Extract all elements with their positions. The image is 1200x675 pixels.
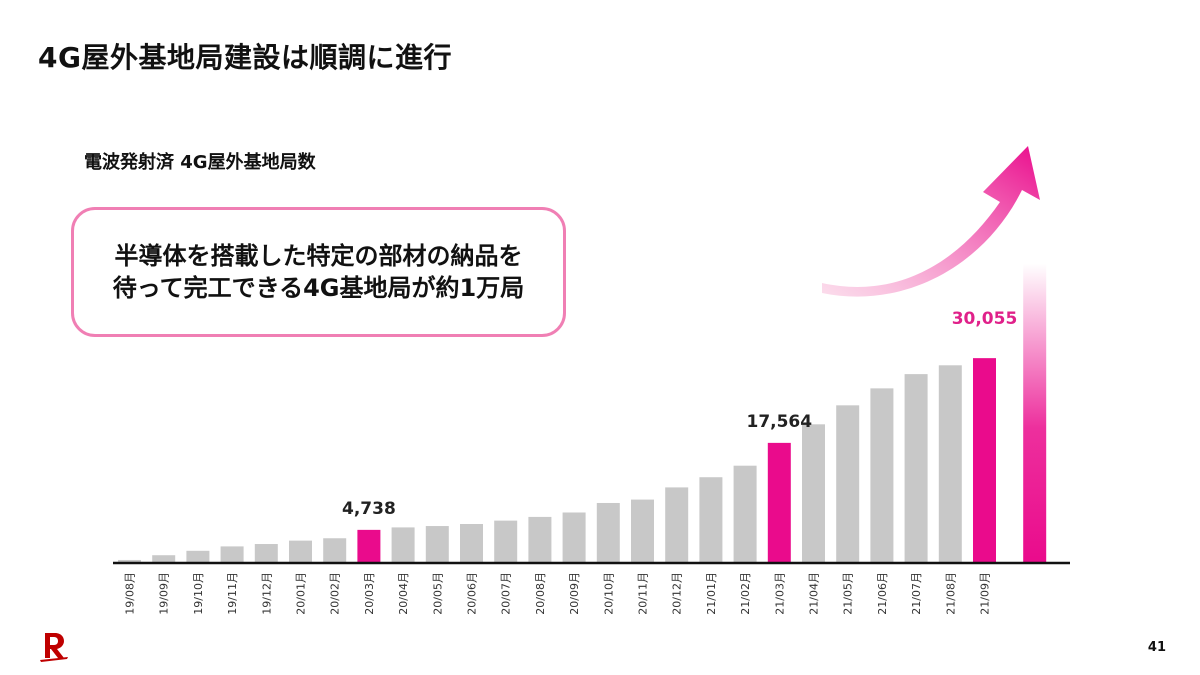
bar-20/11月 (631, 499, 654, 562)
bar-19/08月 (118, 559, 141, 562)
x-tick-label: 20/08月 (534, 572, 547, 615)
x-tick-label: 20/09月 (568, 572, 581, 615)
x-tick-label: 20/11月 (637, 572, 650, 615)
bar-19/09月 (152, 555, 176, 562)
bar-20/04月 (391, 527, 415, 562)
x-tick-label: 20/07月 (500, 572, 513, 615)
x-tick-label: 21/01月 (705, 572, 718, 615)
x-tick-label: 20/02月 (329, 572, 342, 615)
bar-20/01月 (289, 540, 312, 562)
data-label-21/09月: 30,055 (952, 309, 1018, 329)
rakuten-r-logo-icon (40, 633, 68, 662)
bar-20/02月 (323, 538, 347, 562)
x-tick-label: 20/05月 (431, 572, 444, 615)
bar-20/06月 (460, 524, 483, 562)
bar-19/10月 (186, 550, 210, 562)
x-tick-label: 20/04月 (397, 572, 410, 615)
bar-21/02月 (733, 465, 757, 562)
chart-subtitle: 電波発射済 4G屋外基地局数 (84, 152, 316, 173)
growth-arrow-icon (822, 146, 1040, 297)
x-tick-label: 20/10月 (602, 572, 615, 615)
bar-20/07月 (494, 520, 518, 562)
x-tick-label: 21/08月 (944, 572, 957, 615)
x-tick-label: 21/02月 (739, 572, 752, 615)
data-label-21/03月: 17,564 (746, 412, 812, 432)
callout-line-1: 半導体を搭載した特定の部材の納品を (114, 242, 523, 270)
x-tick-label: 20/01月 (295, 572, 308, 615)
x-tick-label: 20/12月 (671, 572, 684, 615)
x-tick-label: 19/12月 (260, 572, 273, 615)
x-tick-label: 19/10月 (192, 572, 205, 615)
x-tick-label: 20/06月 (466, 572, 479, 615)
x-tick-label: 20/03月 (363, 572, 376, 615)
bar-20/09月 (562, 512, 586, 562)
callout-box: 半導体を搭載した特定の部材の納品を 待って完工できる4G基地局が約1万局 (71, 207, 566, 337)
bar-21/01月 (699, 477, 723, 562)
x-tick-label: 21/03月 (773, 572, 786, 615)
bar-20/03月 (357, 529, 381, 562)
data-label-20/03月: 4,738 (342, 499, 396, 519)
projected-bar (1023, 263, 1047, 562)
bar-19/11月 (220, 546, 244, 562)
x-tick-label: 19/08月 (124, 572, 137, 615)
bar-21/09月 (973, 358, 996, 562)
bar-20/12月 (665, 487, 689, 562)
bar-19/12月 (254, 544, 278, 562)
bar-21/07月 (904, 374, 928, 562)
bar-21/04月 (802, 424, 825, 562)
x-tick-label: 21/07月 (910, 572, 923, 615)
x-tick-label: 21/05月 (842, 572, 855, 615)
bar-20/08月 (528, 516, 552, 562)
x-tick-label: 21/06月 (876, 572, 889, 615)
slide-title: 4G屋外基地局建設は順調に進行 (38, 41, 452, 74)
bar-21/06月 (870, 388, 894, 562)
bar-20/05月 (425, 526, 449, 562)
bar-21/08月 (938, 365, 962, 562)
page-number: 41 (1147, 640, 1166, 655)
bar-21/03月 (767, 442, 791, 562)
x-tick-label: 21/09月 (979, 572, 992, 615)
callout-line-2: 待って完工できる4G基地局が約1万局 (112, 274, 525, 302)
x-tick-label: 21/04月 (808, 572, 821, 615)
x-tick-label: 19/11月 (226, 572, 239, 615)
x-tick-label: 19/09月 (158, 572, 171, 615)
bar-21/05月 (836, 405, 860, 562)
bar-20/10月 (596, 502, 620, 562)
